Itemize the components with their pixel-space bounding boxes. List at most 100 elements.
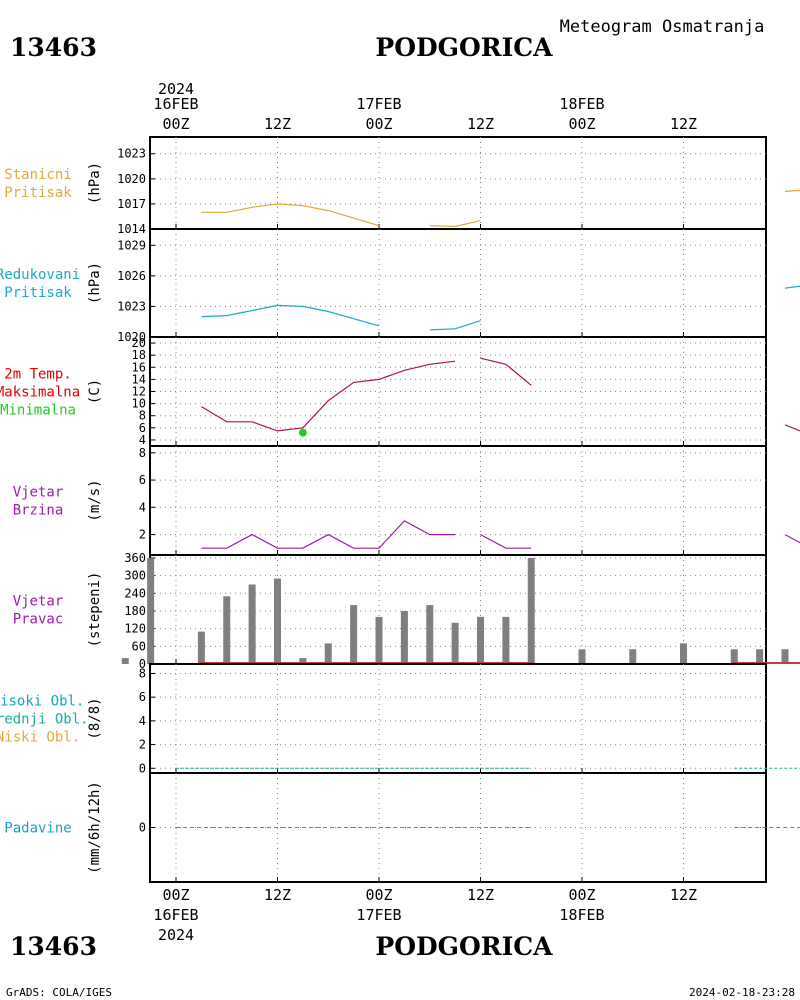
panel-label: Srednji Obl. (0, 712, 89, 728)
wind-dir-bar (426, 605, 434, 664)
hour-label-bottom: 00Z (568, 886, 595, 904)
panel-label: Vjetar (13, 485, 64, 501)
series-line (480, 534, 532, 549)
wind-dir-bar (680, 643, 687, 664)
year-label-top: 2024 (158, 80, 194, 98)
series-line (429, 220, 481, 228)
station-name-top: PODGORICA (375, 33, 553, 62)
wind-dir-bar (578, 649, 586, 664)
hour-label-top: 00Z (365, 115, 392, 133)
day-label-top: 17FEB (356, 95, 401, 113)
y-tick-label: 8 (139, 409, 146, 423)
y-tick-label: 1026 (117, 269, 146, 283)
wind-dir-bar (756, 649, 764, 664)
wind-dir-bar (527, 557, 535, 664)
y-tick-label: 120 (124, 622, 146, 636)
wind-dir-bar (299, 658, 307, 664)
y-tick-label: 1029 (117, 238, 146, 252)
hour-label-bottom: 12Z (264, 886, 291, 904)
y-tick-label: 20 (132, 336, 146, 350)
panel-label: Pritisak (4, 185, 72, 201)
day-label-top: 18FEB (559, 95, 604, 113)
panel-p1: 1014 1017 1020 1023 (hPa) Stanicni Pritisak (4, 136, 800, 236)
wind-dir-bar (451, 622, 459, 664)
hour-label-top: 12Z (670, 115, 697, 133)
y-tick-label: 18 (132, 348, 146, 362)
wind-dir-bar (223, 596, 231, 664)
panel-r: 0 (mm/6h/12h) Padavine (4, 772, 800, 883)
series-line (784, 285, 800, 289)
wind-dir-bar (147, 557, 155, 664)
panel-frame (149, 445, 767, 556)
y-tick-label: 2 (139, 528, 146, 542)
panel-label: Brzina (13, 503, 64, 519)
credit: GrADS: COLA/IGES (6, 986, 112, 999)
panel-label: Pritisak (4, 285, 72, 301)
y-tick-label: 14 (132, 372, 146, 386)
series-line (784, 534, 800, 544)
wind-dir-bar (730, 649, 738, 664)
y-tick-label: 16 (132, 360, 146, 374)
station-name-bottom: PODGORICA (375, 932, 553, 961)
unit-label: (8/8) (87, 697, 103, 739)
y-tick-label: 180 (124, 604, 146, 618)
y-tick-label: 0 (139, 761, 146, 775)
panel-frame (149, 228, 767, 338)
unit-label: (mm/6h/12h) (87, 781, 103, 874)
panel-label: Maksimalna (0, 385, 80, 401)
product-title: Meteogram Osmatranja (560, 17, 765, 37)
tmin-marker (298, 428, 307, 437)
panel-label: Padavine (4, 821, 71, 837)
wind-dir-bar (350, 605, 358, 664)
series-line (201, 304, 380, 327)
day-label-bottom: 16FEB (153, 906, 198, 924)
y-tick-label: 6 (139, 421, 146, 435)
wind-dir-bar (274, 578, 281, 664)
panel-label: Niski Obl. (0, 730, 80, 746)
hour-label-top: 00Z (162, 115, 189, 133)
wind-dir-bar (629, 649, 637, 664)
y-tick-label: 1020 (117, 172, 146, 186)
day-label-top: 16FEB (153, 95, 198, 113)
panels: 1014101710201023(hPa)StanicniPritisak102… (0, 136, 800, 883)
panel-frame (149, 136, 767, 230)
panel-label: Stanicni (4, 167, 71, 183)
y-tick-label: 1023 (117, 147, 146, 161)
series-line (784, 189, 800, 192)
unit-label: (hPa) (87, 162, 103, 204)
hour-label-bottom: 12Z (670, 886, 697, 904)
time-axes: 16FEB 16FEB 00Z 00Z 12Z 12Z 17FEB 17FEB 00Z 00Z 12… (153, 95, 697, 924)
y-tick-label: 4 (139, 433, 146, 447)
y-tick-label: 1023 (117, 299, 146, 313)
panel-c: 0 2 4 6 8 (8/8)Visoki Obl. Srednji Obl. Niski O… (0, 663, 800, 775)
unit-label: (C) (87, 379, 103, 404)
y-tick-label: 4 (139, 714, 146, 728)
panel-frame (149, 663, 767, 774)
unit-label: (stepeni) (87, 572, 103, 648)
hour-label-top: 00Z (568, 115, 595, 133)
day-label-bottom: 18FEB (559, 906, 604, 924)
panel-label: Vjetar (13, 594, 64, 610)
panel-w: 2 4 6 8 (m/s) Vjetar Brzina (13, 445, 800, 556)
unit-label: (hPa) (87, 262, 103, 304)
y-tick-label: 0 (139, 821, 146, 835)
y-tick-label: 6 (139, 690, 146, 704)
panel-label: Redukovani (0, 267, 80, 283)
wind-dir-bar (502, 616, 510, 664)
y-tick-label: 6 (139, 473, 146, 487)
wind-dir-bar (477, 616, 484, 664)
station-id-bottom: 13463 (10, 932, 97, 961)
series-line (784, 424, 800, 432)
panel-d: 0 60 120 180 240 300 360 (stepeni) Vjetar Pravac (13, 551, 800, 671)
y-tick-label: 240 (124, 586, 146, 600)
wind-dir-bar (121, 658, 129, 664)
panel-label: Visoki Obl. (0, 694, 84, 710)
series-line (480, 357, 532, 386)
panel-label: 2m Temp. (4, 367, 71, 383)
y-tick-label: 360 (124, 551, 146, 565)
y-tick-label: 8 (139, 446, 146, 460)
wind-dir-bar (324, 643, 332, 664)
series-line (201, 520, 456, 549)
